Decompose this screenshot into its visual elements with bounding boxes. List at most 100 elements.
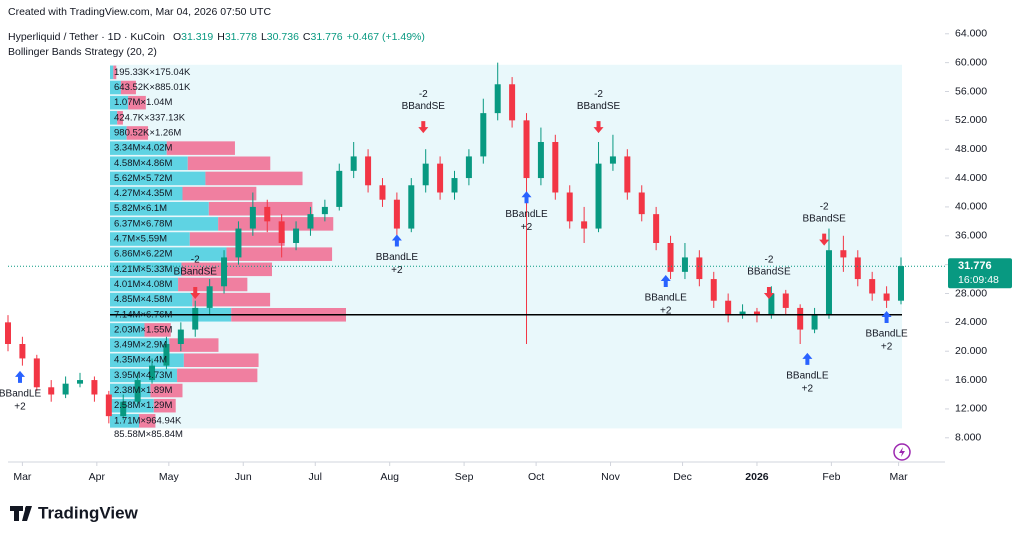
icon-bolt bbox=[899, 447, 905, 457]
profile-label: 3.34M×4.02M bbox=[114, 143, 172, 154]
profile-up-bar bbox=[110, 201, 209, 216]
candle-body bbox=[696, 257, 703, 280]
profile-label: 2.38M×1.89M bbox=[114, 385, 172, 396]
signal-name: BBandLE bbox=[645, 293, 688, 304]
profile-label: 2.58M×1.29M bbox=[114, 400, 172, 411]
profile-up-bar bbox=[110, 323, 145, 337]
x-tick-label: Jul bbox=[309, 471, 322, 483]
legend-key: O bbox=[173, 31, 181, 43]
candle-body bbox=[264, 206, 271, 222]
profile-down-bar bbox=[150, 383, 183, 398]
candle-body bbox=[552, 141, 559, 193]
signal-qty: +2 bbox=[802, 384, 814, 395]
signal-arrow bbox=[190, 287, 201, 300]
last-price-label: 31.776 bbox=[958, 260, 992, 272]
profile-label: 4.58M×4.86M bbox=[114, 158, 172, 169]
signal-name: BBandLE bbox=[376, 252, 419, 263]
indicator-name: Bollinger Bands Strategy (20, 2) bbox=[8, 46, 157, 58]
profile-down-bar bbox=[126, 126, 149, 140]
signal-name: BBandLE bbox=[865, 329, 908, 340]
candle-body bbox=[437, 163, 444, 193]
y-tick-label: 36.000 bbox=[955, 230, 987, 242]
candle-body bbox=[235, 228, 242, 258]
candle-body bbox=[840, 250, 847, 258]
profile-up-bar bbox=[110, 80, 121, 95]
signal-qty: -2 bbox=[191, 255, 200, 266]
x-tick-label: Jun bbox=[235, 471, 252, 483]
profile-up-bar bbox=[110, 171, 206, 186]
candle-body bbox=[768, 293, 775, 316]
profile-label: 4.01M×4.08M bbox=[114, 279, 172, 290]
y-tick-label: 44.000 bbox=[955, 172, 987, 184]
y-tick-label: 12.000 bbox=[955, 403, 987, 415]
profile-label: 980.52K×1.26M bbox=[114, 127, 181, 138]
y-tick-label: 20.000 bbox=[955, 345, 987, 357]
profile-label: 4.21M×5.33M bbox=[114, 264, 172, 275]
y-tick-label: 48.000 bbox=[955, 143, 987, 155]
logo-dot bbox=[25, 506, 30, 511]
candle-body bbox=[494, 84, 501, 114]
candle-body bbox=[825, 250, 832, 316]
candle-body bbox=[393, 199, 400, 229]
profile-up-bar bbox=[110, 186, 183, 201]
signal-name: BBandSE bbox=[174, 267, 218, 278]
profile-label: 3.95M×4.73M bbox=[114, 370, 172, 381]
profile-down-bar bbox=[120, 80, 136, 95]
candle-body bbox=[537, 141, 544, 179]
profile-down-bar bbox=[178, 277, 248, 292]
signal-arrow bbox=[660, 274, 671, 287]
candle-body bbox=[365, 156, 372, 186]
created-note: Created with TradingView.com, Mar 04, 20… bbox=[8, 6, 271, 18]
x-tick-label: Dec bbox=[673, 471, 692, 483]
candle-body bbox=[667, 242, 674, 272]
candle-body bbox=[278, 221, 285, 243]
y-tick-label: 24.000 bbox=[955, 316, 987, 328]
candle-body bbox=[192, 307, 199, 330]
y-tick-label: 8.000 bbox=[955, 432, 981, 444]
candle-body bbox=[638, 192, 645, 215]
candle-body bbox=[523, 120, 530, 179]
candle-body bbox=[897, 266, 904, 301]
legend-value: 31.319 bbox=[181, 31, 213, 43]
signal-name: BBandLE bbox=[786, 371, 829, 382]
candle-body bbox=[869, 279, 876, 294]
candle-body bbox=[408, 185, 415, 229]
profile-up-bar bbox=[110, 141, 167, 155]
profile-label: 1.07M×1.04M bbox=[114, 97, 172, 108]
profile-total: 85.58M×85.84M bbox=[114, 429, 183, 440]
x-tick-label: Mar bbox=[890, 471, 909, 483]
candle-body bbox=[854, 257, 861, 280]
signal-qty: +2 bbox=[521, 222, 533, 233]
legend-key: L bbox=[261, 31, 267, 43]
legend-key: H bbox=[217, 31, 225, 43]
candle-body bbox=[163, 343, 170, 366]
profile-down-bar bbox=[177, 368, 258, 383]
y-tick-label: 64.000 bbox=[955, 28, 987, 40]
profile-area bbox=[110, 64, 902, 429]
profile-down-bar bbox=[182, 186, 257, 201]
profile-label: 4.35M×4.4M bbox=[114, 355, 167, 366]
candle-body bbox=[293, 228, 300, 243]
x-tick-label: Nov bbox=[601, 471, 620, 483]
signal-name: BBandSE bbox=[747, 267, 791, 278]
profile-label: 1.71M×964.94K bbox=[114, 415, 182, 426]
symbol: Hyperliquid / Tether · 1D · KuCoin bbox=[8, 31, 165, 43]
y-tick-label: 56.000 bbox=[955, 85, 987, 97]
candle-body bbox=[595, 163, 602, 229]
x-tick-label: Feb bbox=[822, 471, 840, 483]
candle-body bbox=[753, 311, 760, 316]
profile-up-bar bbox=[110, 262, 182, 277]
candle-body bbox=[379, 185, 386, 200]
profile-label: 7.14M×6.76M bbox=[114, 309, 172, 320]
profile-down-bar bbox=[139, 414, 156, 428]
candle-body bbox=[581, 221, 588, 229]
signal-qty: +2 bbox=[391, 265, 403, 276]
signal-name: BBandLE bbox=[505, 209, 548, 220]
profile-label: 4.27M×4.35M bbox=[114, 188, 172, 199]
ohlc-legend: O31.319 H31.778 L30.736 C31.776 +0.467 (+1.4… bbox=[173, 31, 425, 43]
candle-body bbox=[177, 329, 184, 344]
candle-body bbox=[710, 279, 717, 301]
y-tick-label: 28.000 bbox=[955, 287, 987, 299]
brand-name: TradingView bbox=[38, 503, 139, 522]
